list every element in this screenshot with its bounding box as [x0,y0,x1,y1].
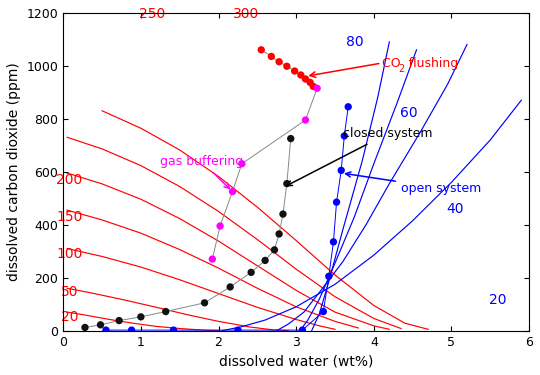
Point [261,257,269,263]
Point [137,314,145,320]
Point [80,324,89,330]
Point [291,68,299,74]
Point [286,136,295,142]
Point [309,83,318,89]
Point [301,117,310,123]
Point [306,80,314,86]
Point [208,256,217,262]
Point [247,269,255,275]
Point [313,85,321,91]
Point [270,247,279,253]
Point [102,327,110,333]
Point [298,327,307,333]
Point [296,72,305,78]
Point [228,189,237,195]
Point [282,181,291,187]
Point [96,322,105,328]
Point [238,161,246,167]
Point [257,47,266,53]
Text: 300: 300 [233,7,259,21]
Text: 50: 50 [60,285,78,299]
Text: gas buffering: gas buffering [160,155,244,188]
Text: 100: 100 [56,247,83,261]
Text: closed system: closed system [287,127,432,186]
Text: 20: 20 [60,310,78,324]
Point [275,59,284,65]
Point [301,76,310,82]
Text: 60: 60 [400,106,417,120]
Point [115,318,124,324]
Point [337,167,346,173]
Text: CO  flushing: CO flushing [382,57,458,70]
Point [329,239,338,245]
Text: open system: open system [346,172,481,195]
Text: 2: 2 [398,64,404,74]
Point [279,211,287,217]
Text: 20: 20 [489,293,507,307]
Point [267,54,275,60]
Point [127,327,136,333]
Point [216,223,225,229]
Point [332,199,341,205]
Point [226,284,234,290]
Point [340,133,349,139]
Point [161,309,170,315]
Point [275,231,284,237]
Point [200,300,209,306]
Point [319,309,328,315]
Text: 40: 40 [447,202,464,216]
Point [282,63,291,69]
Point [169,327,178,333]
X-axis label: dissolved water (wt%): dissolved water (wt%) [219,354,373,368]
Text: 150: 150 [56,210,83,224]
Text: 250: 250 [139,7,166,21]
Y-axis label: dissolved carbon dioxide (ppm): dissolved carbon dioxide (ppm) [7,62,21,281]
Text: 200: 200 [56,172,83,187]
Point [344,104,353,110]
Text: 80: 80 [346,35,363,49]
Point [234,327,242,333]
Point [325,273,333,279]
